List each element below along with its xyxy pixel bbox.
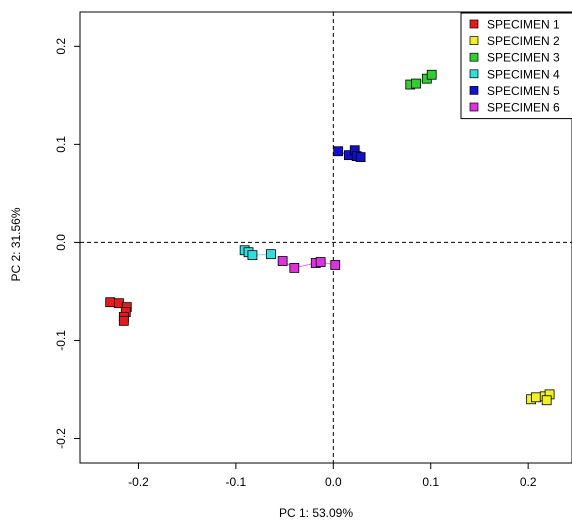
x-axis-title: PC 1: 53.09%	[279, 506, 353, 520]
data-point	[333, 146, 344, 157]
x-tick-label: -0.2	[128, 475, 149, 489]
data-point	[247, 250, 258, 261]
data-point	[266, 249, 276, 260]
legend-swatch	[469, 36, 479, 45]
legend-label: SPECIMEN 1	[487, 18, 560, 32]
legend-swatch	[469, 52, 479, 62]
data-point	[541, 395, 552, 406]
y-tick-label: -0.1	[54, 330, 68, 351]
data-point	[277, 256, 288, 266]
data-point	[531, 392, 541, 403]
x-tick-label: 0.1	[422, 475, 439, 489]
legend-swatch	[469, 19, 479, 29]
data-point	[315, 257, 326, 267]
series-3	[405, 69, 437, 90]
series-1	[105, 297, 132, 326]
y-tick-label: 0.1	[54, 136, 68, 153]
x-tick-label: -0.1	[226, 475, 247, 489]
series-6	[277, 256, 341, 273]
y-tick-label: 0.2	[54, 38, 68, 55]
data-point	[118, 315, 129, 326]
legend-box	[460, 12, 572, 120]
data-point	[426, 69, 437, 80]
legend-label: SPECIMEN 6	[487, 101, 560, 115]
y-tick-label: -0.2	[54, 428, 68, 449]
series-2	[526, 389, 555, 406]
plot-frame	[79, 11, 572, 464]
data-point	[289, 262, 300, 273]
data-point	[355, 152, 366, 163]
series-5	[333, 145, 366, 163]
legend-label: SPECIMEN 4	[487, 67, 560, 81]
y-axis-title: PC 2: 31.56%	[9, 207, 23, 281]
legend-label: SPECIMEN 5	[487, 84, 560, 98]
legend-label: SPECIMEN 3	[487, 51, 560, 65]
data-point	[411, 78, 422, 89]
data-point	[330, 260, 341, 270]
data-point	[105, 297, 116, 308]
legend-swatch	[469, 69, 479, 79]
legend-swatch	[469, 86, 479, 95]
x-tick-label: 0.2	[520, 475, 537, 489]
x-tick-label: 0.0	[325, 475, 342, 489]
legend-swatch	[469, 102, 479, 112]
legend-label: SPECIMEN 2	[487, 34, 560, 48]
y-tick-label: 0.0	[54, 234, 68, 251]
series-4	[239, 245, 276, 261]
